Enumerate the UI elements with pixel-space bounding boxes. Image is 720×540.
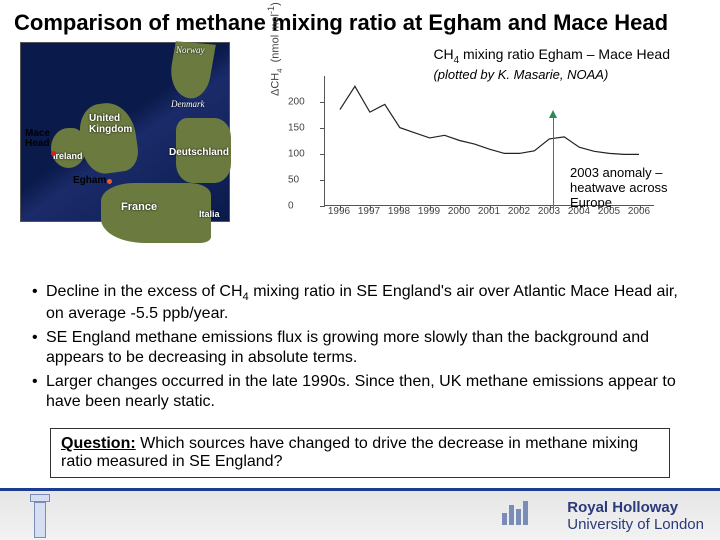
label-uk: UnitedKingdom (89, 113, 132, 135)
question-text: Which sources have changed to drive the … (61, 435, 638, 470)
footer: Royal Holloway University of London (0, 488, 720, 540)
callout-macehead: MaceHead (25, 129, 50, 149)
xtick-label: 1997 (358, 206, 380, 217)
bullet-1: Decline in the excess of CH4 mixing rati… (32, 282, 698, 324)
xtick-label: 2000 (448, 206, 470, 217)
top-area: Norway UnitedKingdom Denmark Ireland Deu… (0, 42, 720, 272)
bullet-2: SE England methane emissions flux is gro… (32, 328, 698, 368)
xtick-label: 2003 (538, 206, 560, 217)
bullet-3: Larger changes occurred in the late 1990… (32, 372, 698, 412)
ytick-label: 100 (288, 149, 305, 160)
question-box: Question: Which sources have changed to … (50, 428, 670, 478)
xtick-label: 1998 (388, 206, 410, 217)
label-ireland: Ireland (53, 151, 83, 161)
ytick-label: 200 (288, 97, 305, 108)
bullet-list: Decline in the excess of CH4 mixing rati… (0, 272, 720, 422)
question-label: Question: (61, 435, 136, 452)
ytick-label: 0 (288, 201, 294, 212)
dot-macehead (51, 151, 56, 156)
xtick-label: 2001 (478, 206, 500, 217)
label-france: France (121, 201, 157, 213)
label-norway: Norway (176, 45, 205, 55)
callout-egham: Egham (73, 175, 106, 186)
delta-ch4-chart: CH4 mixing ratio Egham – Mace Head (plot… (270, 46, 690, 236)
footer-brand-name: Royal Holloway (567, 499, 704, 516)
chart-title-text: CH4 mixing ratio Egham – Mace Head (433, 46, 670, 62)
land-uk (76, 100, 140, 177)
xtick-label: 2006 (628, 206, 650, 217)
anomaly-text: 2003 anomaly –heatwave acrossEurope (570, 166, 700, 211)
ytick-label: 150 (288, 123, 305, 134)
label-italia: Italia (199, 209, 220, 219)
map-europe: Norway UnitedKingdom Denmark Ireland Deu… (20, 42, 230, 222)
page-title: Comparison of methane mixing ratio at Eg… (0, 0, 720, 42)
anomaly-arrow-head (549, 110, 557, 118)
ytick-label: 50 (288, 175, 299, 186)
xtick-label: 2005 (598, 206, 620, 217)
land-france (101, 183, 211, 243)
xtick-label: 1999 (418, 206, 440, 217)
xtick-label: 2002 (508, 206, 530, 217)
footer-bars-icon (502, 501, 530, 530)
anomaly-arrow-line (553, 118, 554, 208)
footer-brand: Royal Holloway University of London (567, 499, 704, 533)
dot-egham (107, 179, 112, 184)
chart-y-label: ΔCH4 (nmol mol-1) (266, 2, 284, 96)
footer-brand-sub: University of London (567, 516, 704, 533)
footer-logo-icon (18, 490, 62, 538)
label-germany: Deutschland (169, 147, 229, 158)
label-denmark: Denmark (171, 99, 205, 109)
xtick-label: 1996 (328, 206, 350, 217)
land-ireland (51, 128, 86, 168)
xtick-label: 2004 (568, 206, 590, 217)
